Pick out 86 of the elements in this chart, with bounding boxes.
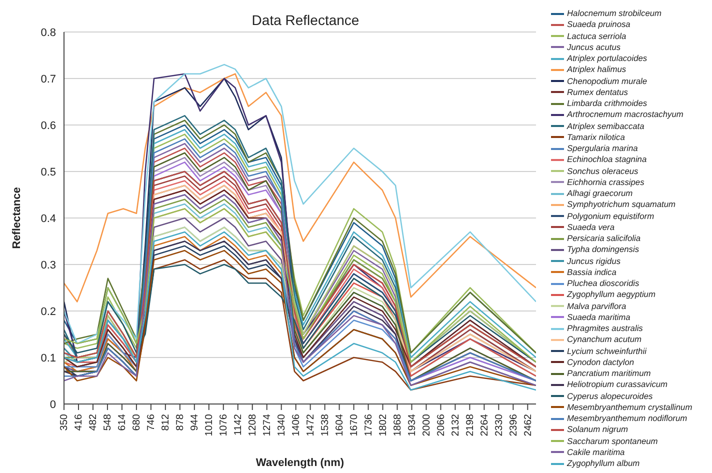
x-tick-label: 746 [146, 414, 158, 431]
y-tick-label: 0.8 [40, 26, 56, 39]
x-tick-label: 944 [190, 414, 201, 431]
y-tick-label: 0.6 [40, 120, 56, 132]
x-axis-title: Wavelength (nm) [256, 457, 344, 469]
chart-title: Data Reflectance [250, 12, 360, 28]
legend-label: Bassia indica [567, 266, 616, 278]
y-tick-label: 0.4 [40, 212, 56, 225]
x-tick-label: 1274 [262, 414, 273, 436]
legend-label: Zygophyllum aegyptium [567, 289, 656, 300]
x-tick-label: 1472 [305, 414, 316, 436]
legend-label: Cyperus alopecuroides [567, 390, 653, 402]
legend-label: Symphyotrichum squamatum [567, 199, 676, 210]
x-tick-label: 2462 [522, 414, 534, 436]
y-tick-label: 0 [50, 398, 56, 411]
legend-label: Spergularia marina [567, 143, 638, 154]
x-tick-label: 1208 [247, 414, 258, 436]
legend-label: Heliotropium curassavicum [567, 379, 668, 390]
y-tick-label: 0.2 [40, 306, 56, 318]
legend-label: Lycium schweinfurthii [567, 346, 646, 357]
x-tick-label: 1076 [218, 414, 230, 436]
x-tick-label: 1340 [276, 414, 288, 436]
legend-label: Phragmites australis [567, 323, 643, 334]
legend-label: Eichhornia crassipes [567, 176, 644, 188]
legend-label: Typha domingensis [567, 244, 640, 256]
x-tick-label: 2066 [436, 414, 447, 436]
legend-label: Echinochloa stagnina [567, 154, 647, 166]
legend-label: Zygophyllum album [567, 458, 640, 470]
x-tick-label: 1802 [378, 414, 389, 436]
x-tick-label: 2396 [508, 414, 520, 436]
y-tick-label: 0.3 [40, 259, 56, 272]
legend-label: Saccharum spontaneum [567, 436, 658, 447]
y-tick-label: 0.5 [40, 166, 56, 178]
legend-label: Mesembryanthemum nodiflorum [567, 413, 688, 424]
x-tick-label: 680 [132, 414, 143, 431]
legend-label: Cynodon dactylon [567, 356, 634, 368]
y-axis-title: Reflectance [10, 187, 23, 249]
legend-label: Solanum nigrum [567, 424, 628, 436]
x-tick-label: 878 [175, 414, 186, 431]
legend-label: Chenopodium murale [567, 76, 648, 87]
legend-label: Pluchea dioscoridis [567, 278, 640, 290]
x-tick-label: 1142 [232, 414, 244, 436]
x-tick-label: 2330 [494, 414, 505, 436]
x-tick-label: 614 [117, 414, 128, 431]
x-tick-label: 2264 [479, 414, 490, 436]
x-tick-label: 482 [88, 414, 100, 431]
x-tick-label: 812 [160, 414, 172, 431]
y-tick-label: 0.1 [40, 352, 56, 364]
x-tick-label: 416 [74, 414, 85, 431]
x-tick-label: 1670 [348, 414, 360, 436]
legend-label: Polygonium equistiform [567, 210, 654, 222]
legend-label: Sonchus oleraceus [567, 166, 638, 177]
legend-label: Mesembryanthemum crystallinum [567, 402, 692, 413]
x-tick-label: 548 [102, 414, 114, 431]
legend-label: Juncus acutus [567, 42, 621, 53]
legend-label: Rumex dentatus [567, 86, 628, 98]
legend-label: Tamarix nilotica [567, 132, 625, 143]
legend-label: Atriplex semibaccata [567, 120, 644, 132]
legend-label: Persicaria salicifolia [567, 233, 641, 244]
legend-label: Limbarda crithmoides [567, 98, 648, 110]
legend-label: Lactuca serriola [567, 30, 626, 42]
legend-label: Suaeda maritima [567, 312, 630, 323]
x-tick-label: 1538 [320, 414, 331, 436]
legend-label: Cakile maritima [567, 446, 625, 458]
x-tick-label: 1868 [392, 414, 404, 436]
legend-label: Suaeda pruinosa [567, 19, 630, 30]
legend-label: Atriplex halimus [567, 64, 626, 76]
legend-label: Halocnemum strobilceum [567, 8, 662, 20]
x-tick-label: 2132 [450, 414, 462, 436]
legend-label: Malva parviflora [567, 300, 626, 312]
x-tick-label: 1010 [204, 414, 215, 436]
x-tick-label: 2000 [421, 414, 432, 436]
x-tick-label: 1406 [290, 414, 302, 436]
legend-label: Alhagi graecorum [567, 188, 633, 200]
legend-label: Arthrocnemum macrostachyum [567, 109, 684, 120]
x-tick-label: 1934 [406, 414, 418, 436]
legend-label: Suaeda vera [567, 222, 614, 233]
x-tick-label: 1736 [363, 414, 374, 436]
legend-label: Cynanchum acutum [567, 334, 642, 346]
y-tick-label: 0.7 [40, 73, 56, 86]
x-tick-label: 2198 [464, 414, 476, 436]
legend-label: Atriplex portulacoides [567, 53, 648, 64]
x-tick-label: 1604 [334, 414, 346, 436]
x-tick-label: 350 [59, 414, 70, 431]
legend-label: Juncus rigidus [567, 256, 621, 267]
legend-label: Pancratium maritimum [567, 368, 651, 380]
